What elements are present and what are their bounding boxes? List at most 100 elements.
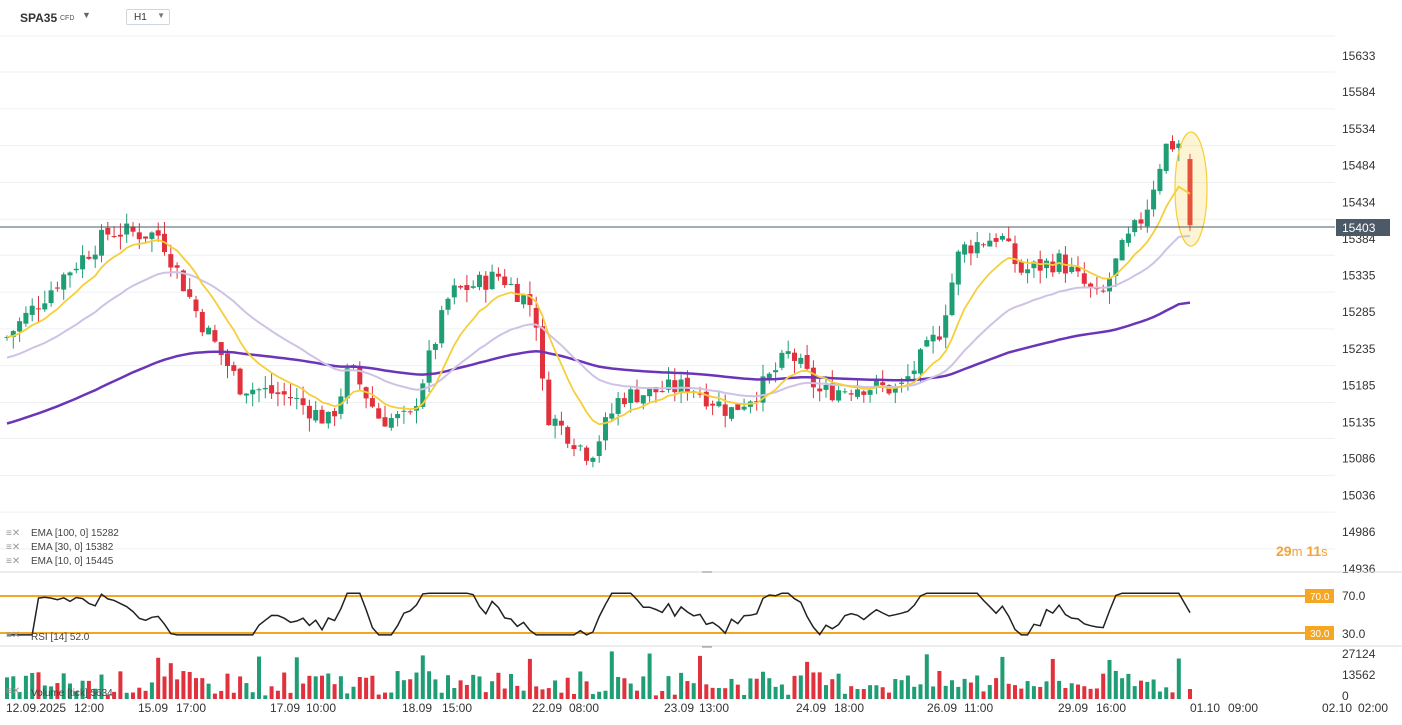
candle-body — [943, 315, 949, 338]
volume-bar — [943, 685, 948, 699]
volume-bar — [553, 680, 558, 699]
legend-icon[interactable]: ≡✕ — [6, 556, 20, 567]
volume-bar — [275, 690, 280, 699]
candle-body — [710, 403, 716, 406]
volume-bar — [187, 671, 192, 699]
volume-bar — [80, 680, 85, 699]
volume-bar — [1000, 656, 1005, 699]
volume-bar — [565, 677, 570, 699]
candle-body — [48, 290, 54, 304]
time-axis-label: 13:00 — [699, 701, 729, 715]
candle-body — [855, 389, 860, 397]
volume-bar — [181, 671, 186, 699]
candle-body — [760, 376, 766, 403]
ema30-legend: EMA [30, 0] 15382 — [31, 542, 114, 553]
volume-bar — [294, 657, 299, 699]
volume-bar — [30, 672, 35, 699]
volume-bar — [320, 675, 324, 699]
time-axis-label: 29.09 — [1058, 701, 1088, 715]
volume-bar — [351, 686, 356, 699]
candle-body — [401, 410, 407, 412]
candle-body — [319, 409, 325, 424]
candle-body — [1163, 143, 1169, 171]
candle-body — [332, 410, 338, 417]
volume-bar — [653, 695, 658, 699]
time-axis-label: 22.09 — [532, 701, 562, 715]
volume-bar — [924, 654, 929, 699]
candle-body — [502, 276, 508, 286]
volume-bar — [647, 653, 652, 699]
candle-body — [73, 268, 79, 271]
volume-bar — [849, 686, 854, 699]
candle-body — [407, 411, 413, 413]
volume-bar — [836, 673, 841, 699]
volume-bar — [1145, 681, 1150, 699]
volume-bar — [786, 694, 791, 699]
legend-icon[interactable]: ≡✕ — [6, 686, 20, 697]
candle-body — [1025, 269, 1031, 274]
candle-body — [288, 397, 293, 399]
candle-body — [199, 311, 205, 333]
symbol-name[interactable]: SPA35 — [20, 11, 58, 25]
candle-body — [432, 343, 438, 350]
candle-body — [237, 368, 243, 395]
volume-bar — [427, 671, 432, 699]
legend-icon[interactable]: ≡✕ — [6, 630, 20, 641]
candle-body — [1119, 240, 1125, 261]
volume-bar — [842, 693, 847, 699]
volume-bar — [899, 680, 904, 699]
candle-body — [1125, 233, 1131, 243]
candle-body — [80, 255, 86, 270]
volume-bar — [1132, 686, 1137, 699]
rsi-upper-tag: 70.0 — [1310, 592, 1330, 603]
candle-body — [741, 406, 747, 410]
candle-body — [911, 370, 917, 374]
time-axis-label: 09:00 — [1228, 701, 1258, 715]
volume-bar — [1188, 689, 1192, 699]
volume-bar — [250, 692, 255, 699]
legend-icon[interactable]: ≡✕ — [6, 542, 20, 553]
volume-bar — [578, 671, 583, 699]
volume-bar — [824, 685, 828, 699]
volume-bar — [1057, 680, 1062, 699]
candle-body — [779, 352, 785, 368]
price-axis-label: 15235 — [1342, 342, 1376, 356]
chart-toolbar: SPA35 CFD ▼ H1 ▼ — [0, 0, 1402, 36]
volume-bar — [5, 677, 9, 699]
candle-body — [666, 379, 671, 390]
candle-body — [533, 307, 539, 328]
volume-bar — [1006, 683, 1011, 699]
highlight-ellipse — [1174, 131, 1208, 247]
candle-body — [546, 379, 552, 426]
symbol-dropdown-icon[interactable]: ▼ — [82, 10, 91, 20]
volume-bar — [521, 690, 526, 699]
volume-bar — [307, 675, 312, 699]
candle-body — [867, 390, 873, 395]
volume-bar — [168, 663, 173, 699]
volume-axis-mid: 13562 — [1342, 668, 1376, 682]
legend-icon[interactable]: ≡✕ — [6, 528, 20, 539]
volume-bar — [1157, 691, 1162, 699]
volume-bar — [572, 694, 576, 699]
candle-body — [193, 299, 199, 312]
candle-body — [773, 370, 779, 373]
volume-legend: Volume [tick] 5634 — [31, 688, 113, 699]
candle-body — [99, 229, 104, 256]
volume-bar — [483, 692, 488, 699]
volume-bars — [5, 651, 1192, 699]
timeframe-select[interactable]: H1 ▼ — [126, 9, 170, 25]
candle-body — [388, 418, 394, 428]
current-price-tag: 15403 — [1342, 221, 1376, 235]
time-axis-label: 18.09 — [402, 701, 432, 715]
volume-bar — [830, 679, 835, 699]
candle-body — [672, 380, 678, 393]
volume-bar — [288, 692, 293, 699]
volume-bar — [817, 672, 822, 699]
volume-bar — [931, 686, 936, 699]
time-axis-label: 01.10 — [1190, 701, 1220, 715]
price-axis-label: 15484 — [1342, 159, 1376, 173]
candle-body — [395, 414, 401, 419]
volume-bar — [603, 690, 608, 699]
candle-body — [628, 389, 634, 403]
